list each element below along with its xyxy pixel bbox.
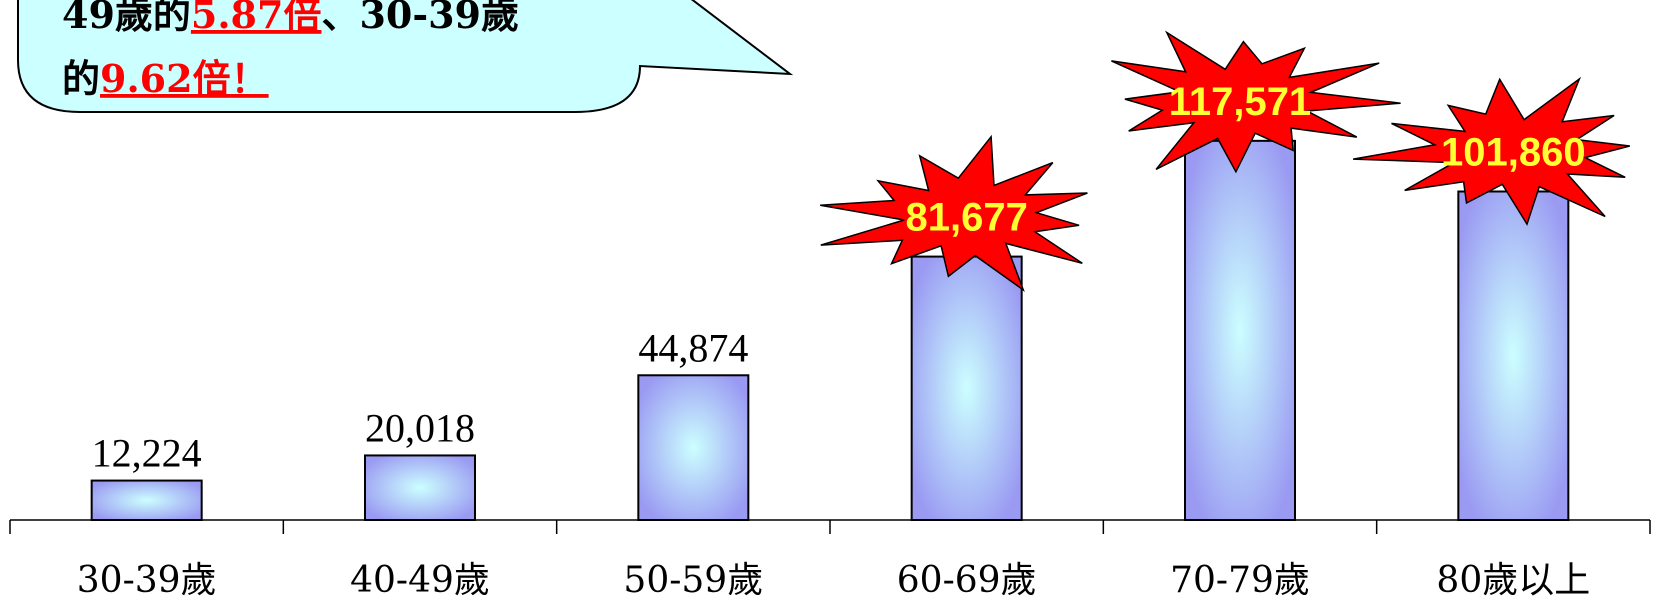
category-label: 40-49歲 xyxy=(350,560,490,601)
value-label: 81,677 xyxy=(905,196,1027,240)
callout-segment: 9.62倍 xyxy=(100,56,231,101)
value-label: 44,874 xyxy=(638,325,748,370)
callout-line-2: 的9.62倍！ xyxy=(62,56,269,101)
callout-bubble: 49歲的5.87倍、30-39歲 的9.62倍！ xyxy=(17,0,794,113)
callout-line-1: 49歲的5.87倍、30-39歲 xyxy=(62,0,519,37)
bar-5 xyxy=(1184,139,1296,521)
value-label: 101,860 xyxy=(1441,131,1586,175)
callout-segment: 49歲的 xyxy=(62,0,191,37)
category-label: 60-69歲 xyxy=(897,560,1037,601)
bar-6 xyxy=(1457,190,1570,521)
bar-2 xyxy=(364,454,476,522)
category-label: 80歲以上 xyxy=(1436,560,1590,601)
burst-shape xyxy=(1352,76,1630,226)
plot-area: 30-39歲 12,224 40-49歲 20,018 50-59歲 44,874 60-6… xyxy=(9,30,1651,601)
callout-segment: ！ xyxy=(231,56,269,101)
value-label: 20,018 xyxy=(365,405,475,450)
callout-segment: 5.87倍 xyxy=(191,0,322,37)
value-label: 12,224 xyxy=(92,431,202,476)
burst-shape xyxy=(1111,30,1401,174)
value-label: 117,571 xyxy=(1169,80,1311,124)
callout-segment: 、30-39歲 xyxy=(321,0,519,37)
bar-4 xyxy=(910,255,1023,521)
bar-3 xyxy=(637,374,750,521)
bar-1 xyxy=(90,479,203,522)
category-label: 30-39歲 xyxy=(77,560,217,601)
category-label: 70-79歲 xyxy=(1170,560,1310,601)
burst-shape xyxy=(820,134,1088,292)
category-label: 50-59歲 xyxy=(623,560,763,601)
callout-segment: 的 xyxy=(62,56,100,101)
